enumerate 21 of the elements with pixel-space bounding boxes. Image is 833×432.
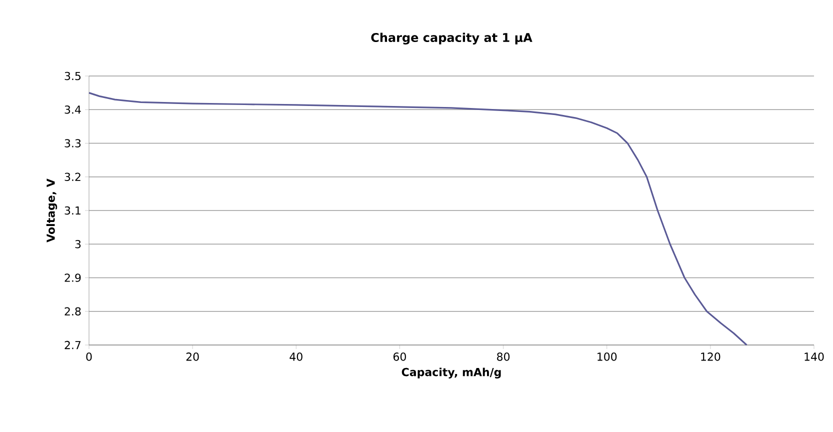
- y-tick-label: 3.1: [64, 206, 80, 215]
- y-tick-label: 2.8: [64, 307, 81, 316]
- y-tick-label: 2.9: [64, 274, 81, 282]
- y-tick-label: 2.7: [64, 340, 81, 350]
- x-tick-label: 20: [186, 352, 199, 361]
- x-tick-label: 120: [701, 352, 720, 361]
- y-axis-title: Voltage, V: [46, 178, 58, 242]
- x-tick-label: 100: [598, 352, 617, 361]
- x-tick-label: 0: [86, 352, 92, 361]
- chart-title: Charge capacity at 1 μA: [371, 32, 532, 44]
- x-tick-label: 60: [393, 352, 406, 361]
- y-tick-label: 3.4: [64, 105, 81, 114]
- x-axis-title: Capacity, mAh/g: [402, 368, 501, 378]
- x-tick-label: 140: [804, 352, 824, 361]
- y-tick-label: 3.2: [64, 172, 80, 182]
- x-tick-label: 40: [290, 352, 302, 361]
- line-series: [88, 92, 748, 346]
- y-tick-label: 3: [75, 240, 81, 248]
- y-tick-label: 3.5: [64, 72, 81, 80]
- y-tick-label: 3.3: [64, 139, 81, 148]
- x-tick-label: 80: [497, 352, 510, 361]
